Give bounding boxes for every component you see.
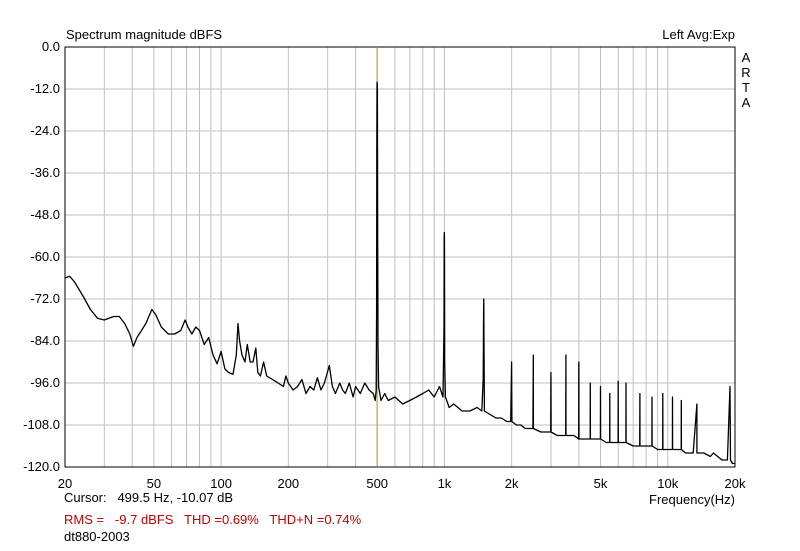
y-tick-label: -48.0 <box>30 207 60 222</box>
y-tick-label: -24.0 <box>30 123 60 138</box>
arta-letter: T <box>742 80 750 95</box>
measurement-name: dt880-2003 <box>64 529 130 544</box>
x-tick-label: 5k <box>594 476 608 491</box>
x-tick-label: 100 <box>210 476 232 491</box>
arta-letter: R <box>741 65 750 80</box>
x-axis-label: Frequency(Hz) <box>649 492 735 507</box>
x-tick-label: 50 <box>147 476 161 491</box>
y-tick-label: -108.0 <box>23 417 60 432</box>
x-tick-label: 2k <box>505 476 519 491</box>
y-tick-label: -120.0 <box>23 459 60 474</box>
arta-letter: A <box>742 95 751 110</box>
y-tick-label: -72.0 <box>30 291 60 306</box>
plot-frame <box>64 46 736 468</box>
y-tick-label: -60.0 <box>30 249 60 264</box>
y-tick-label: -36.0 <box>30 165 60 180</box>
chart-title: Spectrum magnitude dBFS <box>66 27 222 42</box>
x-tick-label: 20 <box>58 476 72 491</box>
y-tick-label: -96.0 <box>30 375 60 390</box>
x-tick-label: 200 <box>277 476 299 491</box>
grid <box>65 47 735 467</box>
x-tick-label: 500 <box>366 476 388 491</box>
y-tick-label: -12.0 <box>30 81 60 96</box>
y-tick-label: -84.0 <box>30 333 60 348</box>
cursor-readout: Cursor: 499.5 Hz, -10.07 dB <box>64 490 234 505</box>
rms-thd-readout: RMS = -9.7 dBFS THD =0.69% THD+N =0.74% <box>64 512 362 527</box>
x-tick-label: 20k <box>725 476 746 491</box>
channel-averaging-label: Left Avg:Exp <box>662 27 735 42</box>
arta-letter: A <box>742 50 751 65</box>
x-tick-labels: 20 50 100 200 500 1k 2k 5k 10k 20k <box>58 476 746 491</box>
y-tick-labels: 0.0 -12.0 -24.0 -36.0 -48.0 -60.0 -72.0 -84.0 -9… <box>23 39 60 474</box>
spectrum-series-line <box>64 81 735 465</box>
x-tick-label: 10k <box>657 476 678 491</box>
x-tick-label: 1k <box>438 476 452 491</box>
y-tick-label: 0.0 <box>42 39 60 54</box>
